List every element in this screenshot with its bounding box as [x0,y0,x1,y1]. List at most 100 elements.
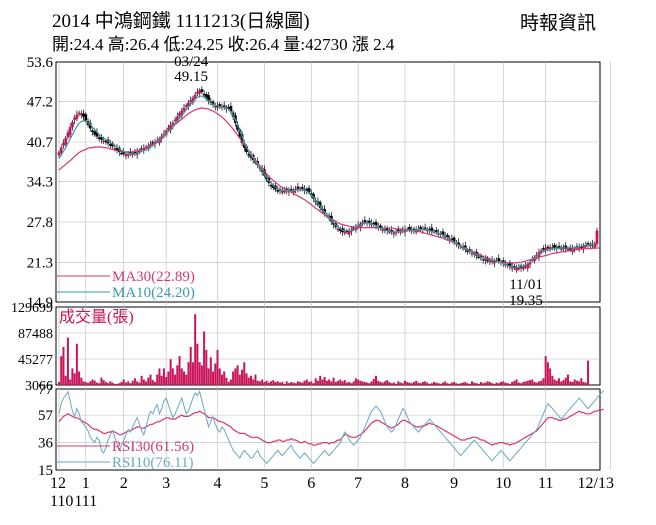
volume-bar [171,368,174,385]
volume-bar [457,383,460,385]
volume-bar [377,380,380,385]
volume-bar [89,381,92,385]
candle-body [93,131,97,135]
volume-bar [493,383,496,385]
volume-bar [176,365,179,385]
candle-body [247,154,251,156]
volume-bar [62,346,65,385]
volume-bar [428,383,431,385]
volume-bar [468,383,471,385]
volume-bar [580,378,583,385]
volume-bar [147,377,150,385]
volume-bar [136,381,139,385]
volume-bar [551,375,554,385]
volume-bar [165,377,168,385]
source-label: 時報資訊 [520,13,597,34]
volume-bar [216,349,219,385]
volume-bar [75,343,78,385]
candle-body [553,245,556,248]
volume-bar [424,381,427,385]
candle-body [57,152,61,156]
candle-body [276,190,280,192]
volume-bar [506,383,509,385]
volume-bar [285,381,288,385]
volume-bar [118,383,121,385]
candle-body [542,248,545,250]
volume-bar [399,382,402,385]
volume-bar [223,371,226,385]
volume-bar [287,383,290,385]
candle-body [546,246,550,249]
volume-bar [515,379,518,385]
candle-body [419,227,422,229]
volume-bar [82,381,85,385]
rsi-y-tick: 57 [38,408,54,424]
volume-bar [531,379,534,385]
candle-body [126,154,130,156]
volume-bar [569,381,572,385]
volume-bar [131,380,134,385]
candle-body [517,267,521,270]
candle-body [84,114,88,121]
volume-bar [185,374,188,385]
price-panel-frame [55,61,601,303]
volume-bar [207,368,210,385]
x-tick-label: 12 [50,475,66,492]
x-tick-label: 10 [495,475,511,492]
volume-bar [220,374,223,385]
candle-body [79,113,83,116]
legend-entry: RSI10(76.11) [112,455,194,471]
volume-bar [174,374,177,385]
volume-bar [441,382,444,385]
chart-title: 2014 中鴻鋼鐵 1111213(日線圖) [52,11,310,32]
volume-bar [145,381,148,385]
candle-body [481,259,485,261]
volume-bar [261,379,264,385]
candle-body [124,154,128,157]
volume-bar [529,380,532,385]
volume-bar [127,381,130,385]
volume-bar [95,382,98,385]
volume-bar [421,381,424,385]
volume-bar [383,381,386,385]
volume-bar [138,382,141,385]
volume-bar [464,381,467,385]
volume-bar [337,380,340,385]
volume-bar [415,380,418,385]
volume-bar [341,381,344,385]
legend-entry: MA10(24.20) [112,285,195,301]
candle-body [64,138,68,145]
volume-bar [446,383,449,385]
volume-bar [462,382,465,385]
volume-bar [354,378,357,385]
annotation-date: 03/24 [174,54,209,70]
volume-bar [584,382,587,385]
volume-bar [433,381,436,385]
volume-bar [225,377,228,385]
annotation-date: 11/01 [509,277,543,293]
volume-bar [535,382,538,385]
volume-bar [334,381,337,385]
volume-bar [254,374,257,385]
candle-body [59,147,63,153]
volume-bar [520,383,523,385]
x-tick-sublabel: 111 [74,493,97,510]
ma10-line [58,95,595,268]
volume-bar [234,368,237,385]
x-tick-label: 5 [260,475,268,492]
x-tick-sublabel: 110 [50,493,73,510]
candle-body [497,258,501,262]
candle-body [564,245,568,249]
candle-body [300,187,304,189]
volume-bar [359,380,362,385]
x-tick-label: 12/13 [578,475,614,492]
volume-bar [395,383,398,385]
panel-frames [55,61,601,471]
volume-bar [361,381,364,385]
volume-bar [540,380,543,385]
volume-panel-title: 成交量(張) [59,308,134,326]
volume-bar [343,380,346,385]
volume-bar [178,356,181,385]
volume-bar [87,382,90,385]
rsi10-line [58,389,605,465]
